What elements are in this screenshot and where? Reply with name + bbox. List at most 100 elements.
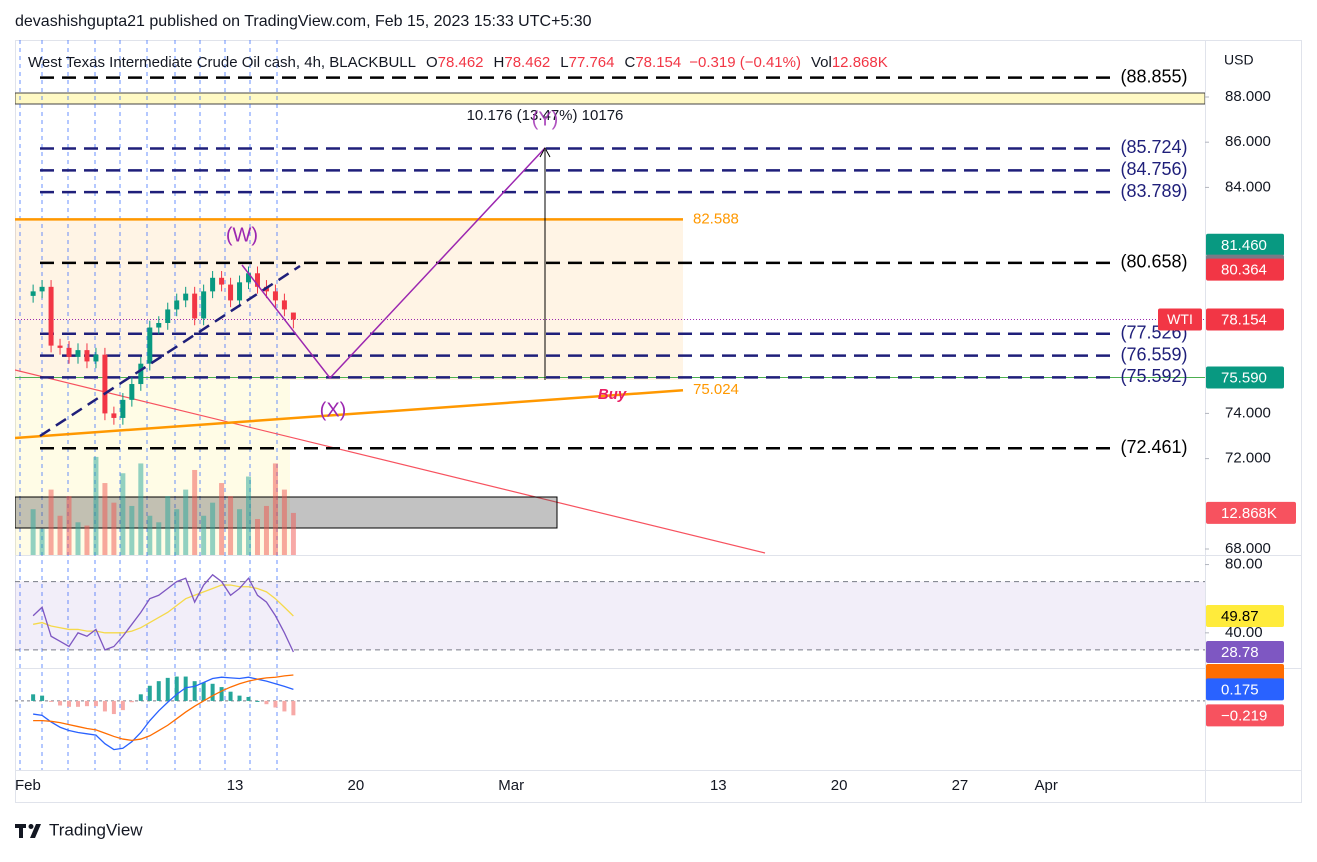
price-badge-label: 0.175 xyxy=(1221,681,1259,698)
y-tick-label: 68.000 xyxy=(1225,540,1271,557)
volume-bar xyxy=(210,502,216,555)
level-label: (72.461) xyxy=(1120,437,1187,457)
measure-label: 10.176 (13.47%) 10176 xyxy=(467,107,624,124)
symbol-tag xyxy=(1158,308,1202,331)
volume-bar xyxy=(201,515,207,555)
macd-histogram xyxy=(147,685,152,701)
macd-histogram xyxy=(75,700,80,707)
level-label: (80.658) xyxy=(1120,252,1187,272)
candle-body xyxy=(75,350,81,357)
volume-bar xyxy=(84,525,90,555)
volume-bar xyxy=(254,519,260,555)
price-badge-label: 28.78 xyxy=(1221,644,1259,661)
macd-histogram xyxy=(210,683,215,701)
macd-histogram xyxy=(93,700,98,707)
macd-histogram xyxy=(129,700,134,703)
volume-bar xyxy=(75,522,81,555)
level-label: (84.756) xyxy=(1120,159,1187,179)
orange-trend xyxy=(15,389,684,440)
legend-value: 77.764 xyxy=(569,54,615,71)
rsi-ma xyxy=(33,584,294,634)
macd-histogram xyxy=(237,695,242,701)
level-label: (76.559) xyxy=(1120,344,1187,364)
candle-body xyxy=(93,354,99,362)
volume-badge-label: 12.868K xyxy=(1221,505,1277,522)
x-tick-label: 20 xyxy=(831,777,848,794)
price-badge xyxy=(1206,678,1284,701)
volume-bar xyxy=(156,522,162,555)
candle-body xyxy=(30,291,36,296)
volume-bar xyxy=(281,489,287,555)
wave-label: (Y) xyxy=(532,108,559,130)
macd-histogram xyxy=(282,700,287,712)
wave-label: (X) xyxy=(320,399,347,421)
candle-body xyxy=(272,291,278,301)
macd-histogram xyxy=(111,700,116,715)
macd-histogram xyxy=(201,682,206,701)
volume-bar xyxy=(30,509,36,555)
price-badge-label: 49.87 xyxy=(1221,608,1259,625)
x-tick-label: 20 xyxy=(348,777,365,794)
candle-body xyxy=(111,413,117,418)
candle-body xyxy=(174,300,180,310)
legend: West Texas Intermediate Crude Oil cash, … xyxy=(28,54,888,71)
level-label: (85.724) xyxy=(1120,137,1187,157)
volume-bar xyxy=(57,515,63,555)
volume-bar xyxy=(102,483,108,555)
y-tick-label: 84.000 xyxy=(1225,178,1271,195)
macd-histogram xyxy=(264,700,269,705)
volume-bar xyxy=(138,463,144,555)
candle-body xyxy=(66,347,72,357)
price-badge xyxy=(1206,366,1284,389)
brand-name: TradingView xyxy=(49,820,143,839)
price-badge-label: 80.364 xyxy=(1221,262,1267,279)
price-badge xyxy=(1206,640,1284,663)
channel-line xyxy=(39,264,301,438)
volume-bar xyxy=(246,476,252,555)
volume-bar xyxy=(93,456,99,555)
candle-body xyxy=(147,327,153,364)
legend-value: 78.462 xyxy=(504,54,550,71)
volume-bar xyxy=(66,496,72,555)
volume-bar xyxy=(219,483,225,555)
candle-body xyxy=(138,363,144,385)
macd-signal xyxy=(33,674,294,742)
orange-label: 75.024 xyxy=(693,381,739,398)
macd-histogram xyxy=(84,700,89,707)
price-badge-label: 75.590 xyxy=(1221,369,1267,386)
x-tick-label: Feb xyxy=(15,777,41,794)
macd-histogram xyxy=(228,691,233,701)
candle-body xyxy=(281,300,287,310)
legend-value: 78.154 xyxy=(635,54,681,71)
macd-histogram xyxy=(49,700,54,702)
zone-fill xyxy=(15,220,683,380)
legend-value: 12.868K xyxy=(832,54,888,71)
price-badge-label: −0.219 xyxy=(1221,707,1267,724)
buy-label: Buy xyxy=(598,386,627,403)
candle-body xyxy=(48,286,54,346)
rsi-band xyxy=(15,581,1205,650)
candle-body xyxy=(237,282,243,301)
x-tick-label: 13 xyxy=(710,777,727,794)
rsi-line xyxy=(32,573,294,653)
volume-bar xyxy=(263,505,269,555)
axis-unit: USD xyxy=(1224,52,1254,68)
resistance-band xyxy=(15,92,1205,105)
legend-key: Vol xyxy=(811,54,832,71)
y-tick-label: 86.000 xyxy=(1225,133,1271,150)
orange-label: 82.588 xyxy=(693,210,739,227)
macd-histogram xyxy=(58,700,63,706)
volume-bar xyxy=(174,509,180,555)
legend-key: L xyxy=(560,54,568,71)
macd-histogram xyxy=(67,700,72,707)
price-badge xyxy=(1206,258,1284,281)
volume-bar xyxy=(272,463,278,555)
candle-body xyxy=(57,345,63,348)
candle-body xyxy=(165,309,171,324)
macd-histogram xyxy=(291,700,296,716)
macd-histogram xyxy=(174,676,179,701)
volume-bar xyxy=(129,505,135,555)
legend-key: C xyxy=(625,54,636,71)
y-tick-label: 88.000 xyxy=(1225,88,1271,105)
session-lines xyxy=(19,40,278,770)
